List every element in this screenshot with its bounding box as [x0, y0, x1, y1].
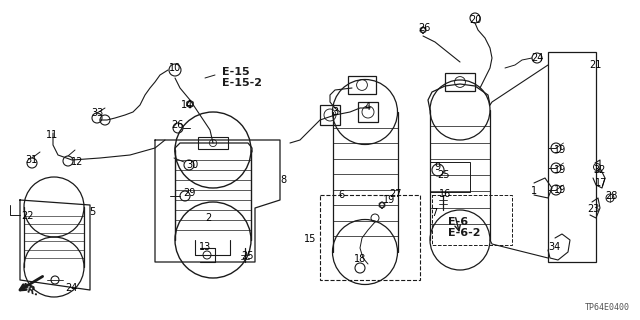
Text: 27: 27 [390, 189, 403, 199]
Text: E-6: E-6 [448, 217, 468, 227]
Text: 26: 26 [418, 23, 430, 33]
Text: 28: 28 [605, 191, 617, 201]
Text: 19: 19 [554, 145, 566, 155]
Text: 15: 15 [304, 234, 316, 244]
Text: 34: 34 [548, 242, 560, 252]
Text: 23: 23 [587, 204, 599, 214]
Text: 6: 6 [338, 190, 344, 200]
Text: 2: 2 [205, 213, 211, 223]
Text: TP64E0400: TP64E0400 [585, 303, 630, 312]
Text: E-6-2: E-6-2 [448, 228, 481, 238]
Text: 20: 20 [469, 15, 481, 25]
Text: 29: 29 [183, 188, 195, 198]
Text: 12: 12 [71, 157, 83, 167]
Text: 7: 7 [431, 208, 437, 218]
Text: 24: 24 [65, 283, 77, 293]
Text: 24: 24 [531, 53, 543, 63]
Text: 30: 30 [186, 160, 198, 170]
Text: 22: 22 [22, 211, 35, 221]
Text: FR.: FR. [20, 282, 40, 298]
Text: 26: 26 [171, 120, 183, 130]
Text: 16: 16 [439, 189, 451, 199]
Text: 10: 10 [169, 63, 181, 73]
Text: 25: 25 [438, 170, 451, 180]
Text: 3: 3 [332, 107, 338, 117]
Bar [348, 76, 376, 94]
Text: 25: 25 [241, 251, 253, 261]
Text: 21: 21 [589, 60, 601, 70]
Text: E-15-2: E-15-2 [222, 78, 262, 88]
Text: 5: 5 [89, 207, 95, 217]
Text: 19: 19 [554, 185, 566, 195]
Bar [445, 73, 475, 91]
Text: 13: 13 [199, 242, 211, 252]
Text: 14: 14 [181, 100, 193, 110]
Text: E-15: E-15 [222, 67, 250, 77]
Text: 8: 8 [280, 175, 286, 185]
Bar [198, 137, 228, 149]
Text: 18: 18 [354, 254, 366, 264]
Text: 11: 11 [46, 130, 58, 140]
Text: 19: 19 [554, 165, 566, 175]
Bar [548, 52, 596, 262]
Bar [432, 195, 512, 245]
Text: 33: 33 [91, 108, 103, 118]
Text: 32: 32 [594, 165, 606, 175]
Bar [320, 105, 340, 125]
Text: 17: 17 [595, 178, 607, 188]
Text: 9: 9 [434, 162, 440, 172]
Bar [358, 102, 378, 122]
Text: 19: 19 [383, 195, 395, 205]
Bar [430, 162, 470, 192]
Bar [320, 195, 420, 280]
Text: 1: 1 [531, 186, 537, 196]
Text: 4: 4 [365, 102, 371, 112]
Text: 31: 31 [25, 155, 37, 165]
